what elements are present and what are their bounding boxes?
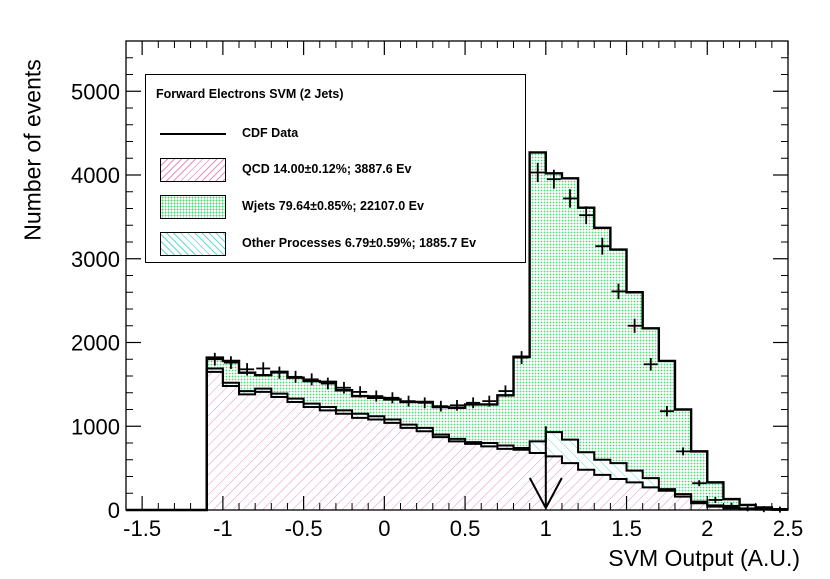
legend-line-swatch <box>160 133 226 135</box>
legend-entry-other: Other Processes 6.79±0.59%; 1885.7 Ev <box>160 232 520 258</box>
data-point <box>304 373 319 386</box>
legend-swatch-wjets <box>160 195 226 219</box>
x-tick-label: -0.5 <box>285 516 323 541</box>
legend-label-data: CDF Data <box>242 126 299 140</box>
x-axis-title: SVM Output (A.U.) <box>608 545 800 571</box>
legend-entry-data: CDF Data <box>160 122 520 148</box>
data-points <box>207 162 787 513</box>
data-point <box>256 362 271 375</box>
data-point <box>756 506 771 513</box>
data-point <box>450 399 464 411</box>
data-point <box>320 377 335 390</box>
data-point <box>336 381 351 394</box>
y-tick-label: 2000 <box>71 331 120 356</box>
qcd-fill <box>126 371 788 510</box>
data-point <box>401 395 416 407</box>
y-tick-label: 0 <box>108 498 120 523</box>
legend-title: Forward Electrons SVM (2 Jets) <box>156 87 344 101</box>
y-tick-label: 5000 <box>71 79 120 104</box>
data-point <box>676 447 691 456</box>
data-point <box>708 496 723 503</box>
qcd-outline <box>126 370 788 511</box>
data-point <box>482 395 497 407</box>
legend-swatch-other <box>160 232 226 256</box>
data-point <box>272 366 287 379</box>
y-axis-title: Number of events <box>19 59 46 241</box>
data-point <box>514 351 529 365</box>
legend-label-other: Other Processes 6.79±0.59%; 1885.7 Ev <box>242 236 477 250</box>
y-axis-title-wrap: Number of events <box>0 0 60 579</box>
cut-arrow <box>528 426 563 511</box>
y-tick-label: 4000 <box>71 163 120 188</box>
wjets-fill <box>126 152 788 510</box>
data-point <box>611 283 626 300</box>
data-point <box>385 392 400 404</box>
data-point <box>659 405 674 417</box>
x-tick-label: 1.5 <box>611 516 642 541</box>
x-tick-label: -1.5 <box>123 516 161 541</box>
data-point <box>369 390 384 402</box>
x-tick-label: 2.5 <box>773 516 804 541</box>
x-tick-label: -1 <box>213 516 233 541</box>
data-point <box>627 318 642 333</box>
data-point <box>724 502 739 509</box>
x-tick-label: 0 <box>378 516 390 541</box>
axes: -1.5 -1 -0.5 0 0.5 1 1.5 2 2.5 0 1000 2000 3000 4000 5… <box>71 40 804 541</box>
data-point <box>240 363 255 376</box>
data-point <box>353 386 368 398</box>
legend-entry-qcd: QCD 14.00±0.12%; 3887.6 Ev <box>160 158 520 184</box>
data-point <box>692 480 707 487</box>
legend-swatch-qcd <box>160 158 226 182</box>
data-point <box>223 356 238 369</box>
data-point <box>498 385 513 397</box>
cut-arrow-head <box>528 477 563 511</box>
data-point <box>288 370 303 383</box>
legend-label-qcd: QCD 14.00±0.12%; 3887.6 Ev <box>242 162 412 176</box>
data-point <box>546 169 561 189</box>
legend-label-wjets: Wjets 79.64±0.85%; 22107.0 Ev <box>242 199 424 213</box>
data-point <box>595 237 610 255</box>
data-point <box>417 397 432 409</box>
data-point <box>643 357 658 371</box>
y-tick-label: 1000 <box>71 414 120 439</box>
legend: Forward Electrons SVM (2 Jets) CDF Data … <box>145 74 526 263</box>
data-point <box>563 189 578 208</box>
qcd-other-outline <box>126 367 788 511</box>
data-point <box>530 162 545 183</box>
x-tick-label: 1 <box>540 516 552 541</box>
data-point <box>466 397 481 409</box>
data-point <box>433 400 448 412</box>
legend-entry-wjets: Wjets 79.64±0.85%; 22107.0 Ev <box>160 195 520 221</box>
data-point <box>207 352 222 366</box>
x-tick-label: 0.5 <box>450 516 481 541</box>
data-point <box>579 206 594 225</box>
y-tick-label: 3000 <box>71 247 120 272</box>
x-tick-label: 2 <box>701 516 713 541</box>
